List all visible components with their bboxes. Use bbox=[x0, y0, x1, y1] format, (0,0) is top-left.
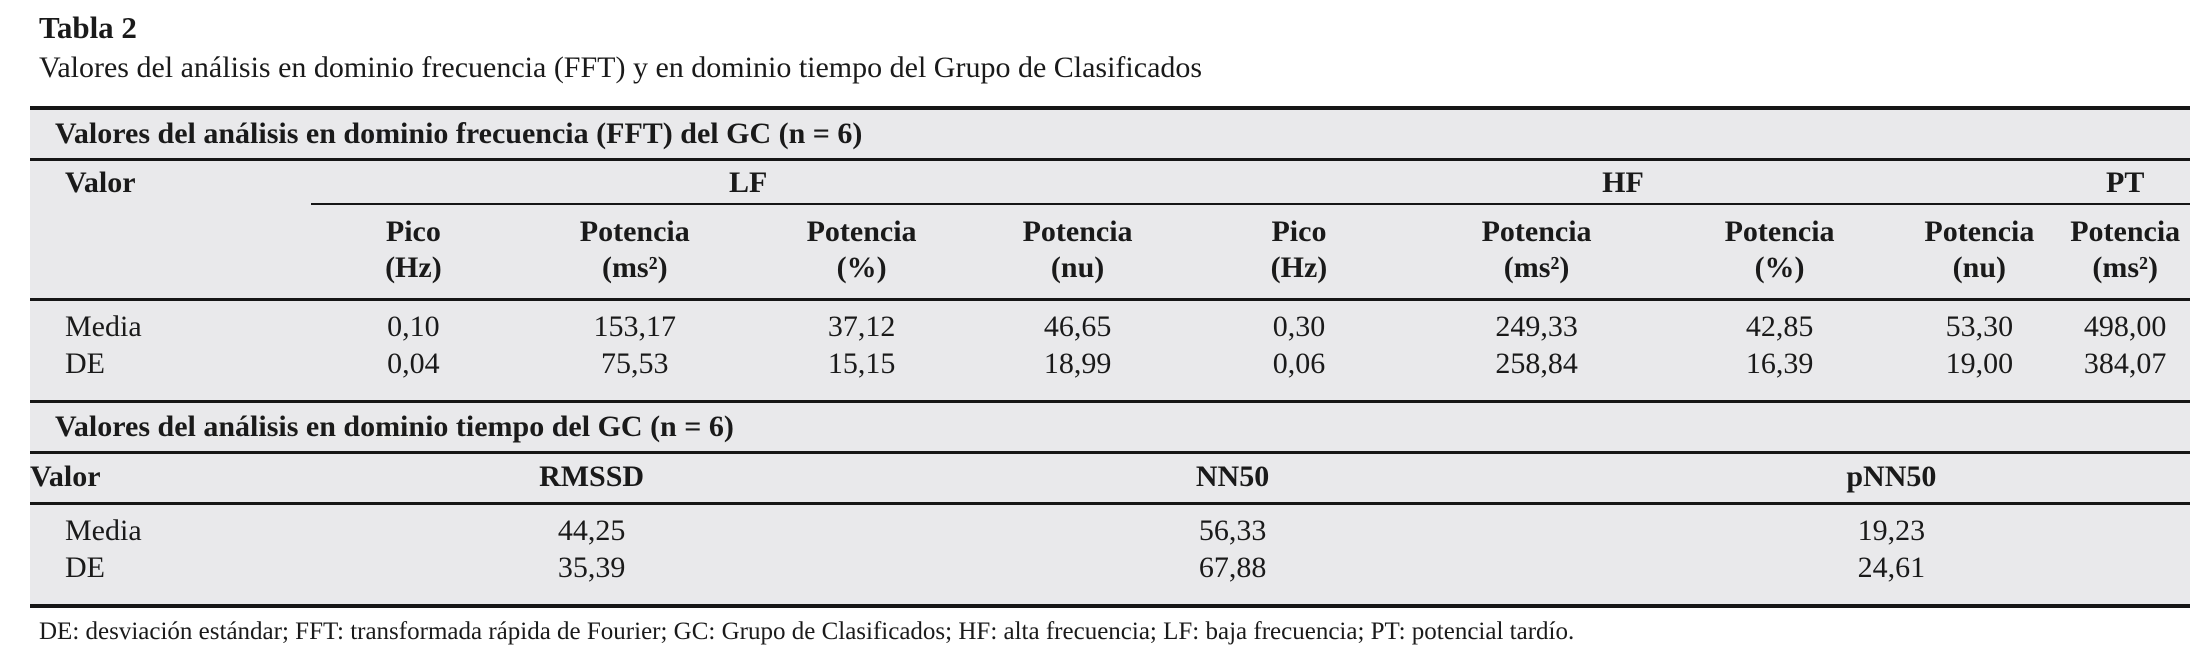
table-cell: 153,17 bbox=[593, 309, 677, 343]
column-header-hf-potencia-ms2: Potencia (ms²) bbox=[1412, 203, 1661, 301]
column-header-pnn50: pNN50 bbox=[1592, 453, 2190, 505]
column-header-line2: (Hz) bbox=[1270, 251, 1328, 285]
freq-domain-table: Valor LF HF PT Pico (Hz) Potencia (ms²) bbox=[30, 160, 2190, 400]
column-header-line1: Potencia bbox=[579, 214, 690, 248]
table-cell: 75,53 bbox=[601, 347, 669, 381]
table-cell: 19,23 bbox=[1857, 513, 1926, 547]
table-cell: 0,30 bbox=[1272, 309, 1326, 343]
column-header-lf-potencia-nu: Potencia (nu) bbox=[969, 203, 1186, 301]
table-row-de: DE 35,39 67,88 24,61 bbox=[30, 548, 2190, 604]
table-cell: 15,15 bbox=[827, 347, 896, 381]
table-cell: 37,12 bbox=[827, 309, 896, 343]
time-domain-table: Valor RMSSD NN50 pNN50 Media 44,25 56,33… bbox=[30, 453, 2190, 604]
column-header-row: Pico (Hz) Potencia (ms²) Potencia (%) Po… bbox=[30, 203, 2190, 301]
table-cell: 18,99 bbox=[1043, 347, 1112, 381]
column-header-line1: Pico bbox=[1271, 214, 1327, 248]
column-header-lf-potencia-pct: Potencia (%) bbox=[753, 203, 970, 301]
table-cell: 384,07 bbox=[2083, 347, 2167, 381]
column-header-rmssd: RMSSD bbox=[310, 453, 873, 505]
table-cell: 67,88 bbox=[1198, 551, 1267, 585]
column-header-nn50: NN50 bbox=[872, 453, 1593, 505]
table-cell: 35,39 bbox=[557, 551, 626, 585]
column-header-row: Valor RMSSD NN50 pNN50 bbox=[30, 453, 2190, 505]
column-header-line2: (nu) bbox=[1952, 251, 2007, 285]
column-header-line1: Potencia bbox=[1924, 214, 2035, 248]
table-cell: 0,06 bbox=[1272, 347, 1326, 381]
lf-group-header: LF bbox=[310, 160, 1186, 205]
table-cell: 24,61 bbox=[1857, 551, 1926, 585]
column-header-line1: Potencia bbox=[2070, 214, 2181, 248]
table-cell: 44,25 bbox=[557, 513, 626, 547]
column-header-pt-potencia-ms2: Potencia (ms²) bbox=[2060, 203, 2190, 301]
table-cell: 16,39 bbox=[1745, 347, 1814, 381]
table-cell: 0,10 bbox=[387, 309, 440, 343]
pt-group-header: PT bbox=[2060, 160, 2190, 205]
column-header-line1: Potencia bbox=[1022, 214, 1133, 248]
column-header-line2: (Hz) bbox=[385, 251, 442, 285]
column-header-line1: Potencia bbox=[1724, 214, 1835, 248]
table-row-de: DE 0,04 75,53 15,15 18,99 0,06 258,84 16… bbox=[30, 344, 2190, 400]
table-row-media: Media 44,25 56,33 19,23 bbox=[30, 503, 2190, 548]
valor-column-header: Valor bbox=[30, 160, 311, 301]
row-label: Media bbox=[65, 513, 142, 547]
table-cell: 46,65 bbox=[1043, 309, 1112, 343]
column-header-line2: (ms²) bbox=[601, 251, 668, 285]
group-header-row: Valor LF HF PT bbox=[30, 160, 2190, 301]
table-cell: 258,84 bbox=[1495, 347, 1578, 381]
column-header-line1: Potencia bbox=[1481, 214, 1592, 248]
row-label: Media bbox=[65, 309, 142, 343]
column-header-hf-potencia-pct: Potencia (%) bbox=[1660, 203, 1899, 301]
hf-group-header: HF bbox=[1185, 160, 2061, 205]
column-header-line2: (ms²) bbox=[1503, 251, 1570, 285]
column-header-line2: (nu) bbox=[1050, 251, 1105, 285]
table-cell: 19,00 bbox=[1945, 347, 2014, 381]
column-header-line1: Potencia bbox=[806, 214, 917, 248]
table-cell: 249,33 bbox=[1495, 309, 1578, 343]
column-header-line2: (%) bbox=[836, 251, 887, 285]
table-title: Tabla 2 bbox=[39, 10, 137, 45]
time-section-header: Valores del análisis en dominio tiempo d… bbox=[30, 399, 2190, 454]
table-cell: 56,33 bbox=[1198, 513, 1267, 547]
table-cell: 0,04 bbox=[387, 347, 440, 381]
column-header-hf-pico: Pico (Hz) bbox=[1185, 203, 1413, 301]
table-cell: 53,30 bbox=[1945, 309, 2014, 343]
column-header-line2: (ms²) bbox=[2092, 251, 2158, 285]
column-header-lf-potencia-ms2: Potencia (ms²) bbox=[515, 203, 754, 301]
table-caption: Valores del análisis en dominio frecuenc… bbox=[39, 50, 1203, 84]
table-cell: 498,00 bbox=[2083, 309, 2167, 343]
column-header-hf-potencia-nu: Potencia (nu) bbox=[1898, 203, 2061, 301]
column-header-line2: (%) bbox=[1754, 251, 1805, 285]
column-header-line1: Pico bbox=[385, 214, 441, 248]
freq-section-header: Valores del análisis en dominio frecuenc… bbox=[30, 110, 2190, 161]
row-label: DE bbox=[65, 347, 105, 381]
column-header-lf-pico: Pico (Hz) bbox=[310, 203, 516, 301]
valor-column-header: Valor bbox=[30, 453, 311, 505]
row-label: DE bbox=[65, 551, 105, 585]
footnote: DE: desviación estándar; FFT: transforma… bbox=[39, 617, 1575, 645]
table-row-media: Media 0,10 153,17 37,12 46,65 0,30 249,3… bbox=[30, 299, 2190, 344]
table-container: Valores del análisis en dominio frecuenc… bbox=[30, 105, 2190, 608]
table-cell: 42,85 bbox=[1745, 309, 1814, 343]
